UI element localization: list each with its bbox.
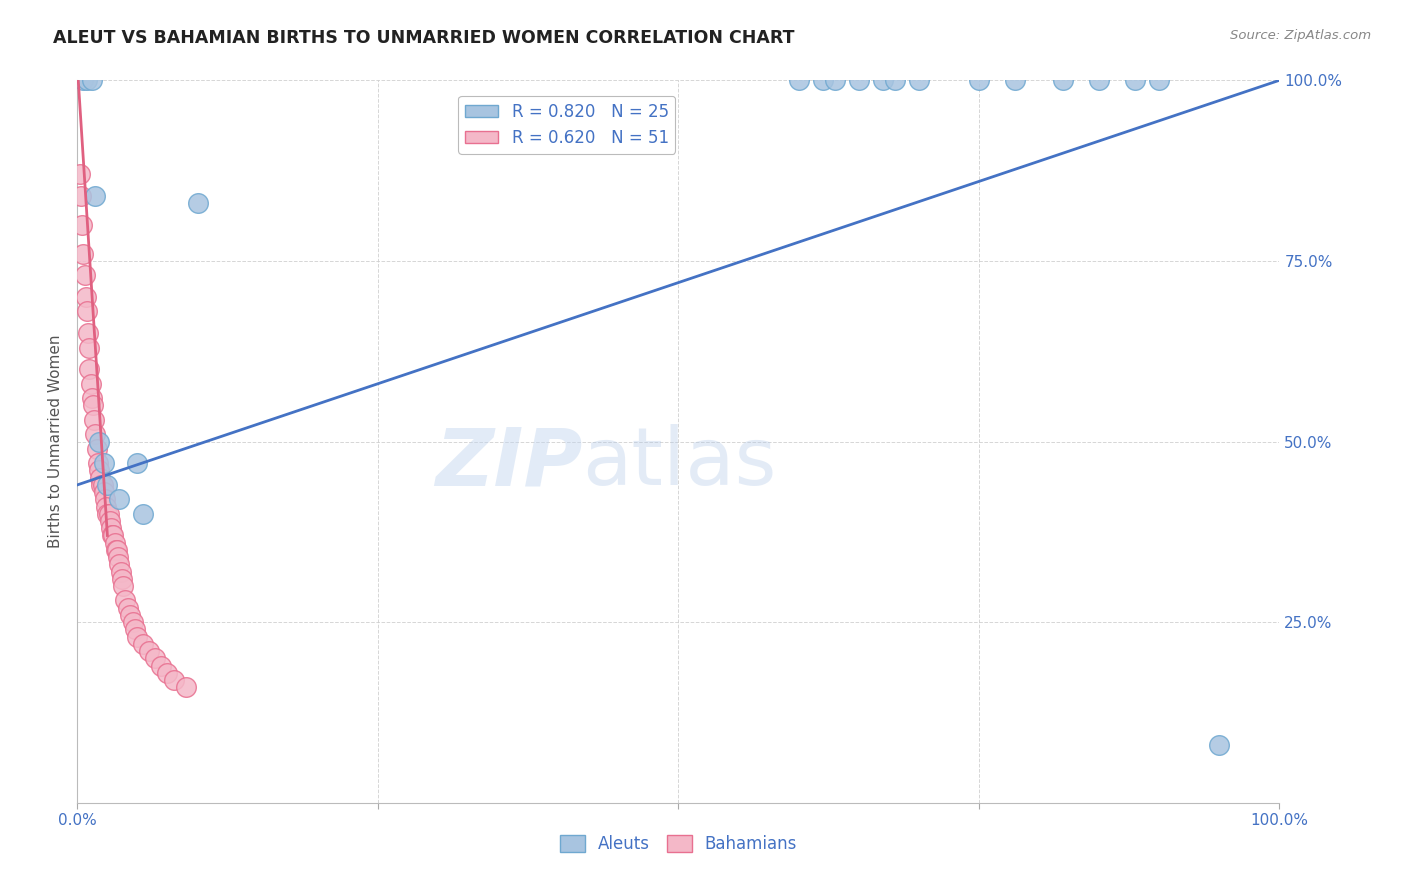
Point	[124, 623, 146, 637]
Point	[98, 514, 121, 528]
Point	[1088, 73, 1111, 87]
Point	[127, 456, 149, 470]
Point	[83, 413, 105, 427]
Point	[132, 637, 155, 651]
Point	[73, 268, 96, 283]
Point	[1149, 73, 1171, 87]
Point	[848, 73, 870, 87]
Point	[90, 478, 112, 492]
Point	[80, 73, 103, 87]
Point	[156, 665, 179, 680]
Point	[80, 391, 103, 405]
Point	[872, 73, 894, 87]
Point	[108, 558, 131, 572]
Point	[1004, 73, 1026, 87]
Point	[145, 651, 167, 665]
Point	[1052, 73, 1074, 87]
Point	[111, 572, 134, 586]
Point	[96, 478, 118, 492]
Point	[1208, 738, 1230, 752]
Point	[72, 73, 94, 87]
Point	[117, 600, 139, 615]
Point	[174, 680, 197, 694]
Point	[96, 507, 118, 521]
Point	[79, 341, 101, 355]
Point	[76, 73, 98, 87]
Point	[138, 644, 160, 658]
Point	[72, 246, 94, 260]
Point	[811, 73, 834, 87]
Point	[75, 290, 97, 304]
Point	[132, 507, 155, 521]
Point	[105, 542, 128, 557]
Point	[908, 73, 931, 87]
Point	[84, 427, 107, 442]
Text: ALEUT VS BAHAMIAN BIRTHS TO UNMARRIED WOMEN CORRELATION CHART: ALEUT VS BAHAMIAN BIRTHS TO UNMARRIED WO…	[53, 29, 794, 46]
Point	[104, 535, 127, 549]
Point	[96, 500, 118, 514]
Point	[84, 189, 107, 203]
Point	[93, 485, 115, 500]
Text: Source: ZipAtlas.com: Source: ZipAtlas.com	[1230, 29, 1371, 42]
Point	[111, 579, 134, 593]
Point	[162, 673, 184, 687]
Point	[77, 326, 100, 340]
Point	[108, 492, 131, 507]
Point	[87, 456, 110, 470]
Text: ZIP: ZIP	[434, 425, 582, 502]
Point	[87, 463, 110, 477]
Point	[1123, 73, 1146, 87]
Point	[97, 507, 120, 521]
Point	[91, 478, 114, 492]
Point	[69, 167, 91, 181]
Point	[70, 218, 93, 232]
Point	[883, 73, 905, 87]
Y-axis label: Births to Unmarried Women: Births to Unmarried Women	[48, 334, 63, 549]
Point	[120, 607, 142, 622]
Point	[79, 376, 101, 391]
Point	[101, 528, 124, 542]
Point	[82, 398, 104, 412]
Point	[93, 456, 115, 470]
Point	[186, 196, 209, 211]
Point	[107, 550, 129, 565]
Legend: Aleuts, Bahamians: Aleuts, Bahamians	[553, 828, 804, 860]
Point	[79, 362, 101, 376]
Point	[103, 528, 125, 542]
Text: atlas: atlas	[582, 425, 776, 502]
Point	[104, 542, 127, 557]
Point	[76, 304, 98, 318]
Point	[787, 73, 810, 87]
Point	[86, 442, 108, 456]
Point	[70, 189, 93, 203]
Point	[121, 615, 143, 630]
Point	[110, 565, 132, 579]
Point	[127, 630, 149, 644]
Point	[94, 492, 117, 507]
Point	[150, 658, 173, 673]
Point	[89, 470, 111, 484]
Point	[87, 434, 110, 449]
Point	[114, 593, 136, 607]
Point	[967, 73, 990, 87]
Point	[100, 521, 122, 535]
Point	[824, 73, 846, 87]
